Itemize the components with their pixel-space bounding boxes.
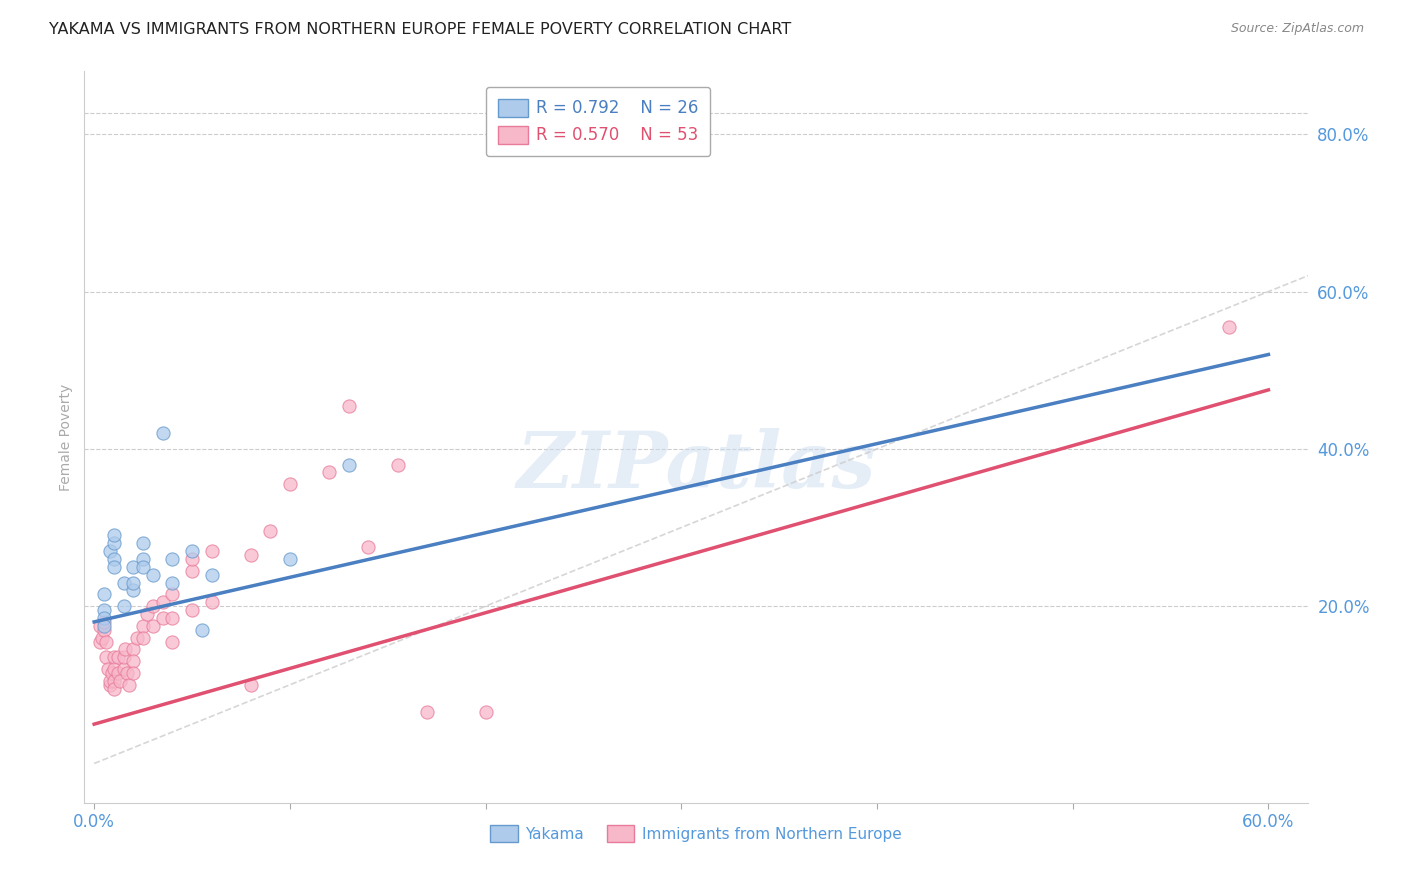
Point <box>114 642 136 657</box>
Point <box>278 477 301 491</box>
Point <box>107 650 129 665</box>
Point <box>122 559 145 574</box>
Point <box>132 559 155 574</box>
Point <box>132 631 155 645</box>
Point <box>181 544 204 558</box>
Point <box>142 567 165 582</box>
Point <box>97 662 120 676</box>
Point <box>1218 320 1240 334</box>
Point <box>357 540 380 554</box>
Text: YAKAMA VS IMMIGRANTS FROM NORTHERN EUROPE FEMALE POVERTY CORRELATION CHART: YAKAMA VS IMMIGRANTS FROM NORTHERN EUROP… <box>49 22 792 37</box>
Point <box>181 564 204 578</box>
Point <box>103 559 125 574</box>
Point <box>132 619 155 633</box>
Point <box>93 615 115 629</box>
Point <box>89 634 111 648</box>
Point <box>152 611 174 625</box>
Point <box>239 678 262 692</box>
Point <box>474 706 496 720</box>
Point <box>200 595 222 609</box>
Point <box>98 673 121 688</box>
Point <box>122 575 145 590</box>
Point <box>136 607 159 621</box>
Legend: Yakama, Immigrants from Northern Europe: Yakama, Immigrants from Northern Europe <box>484 819 908 847</box>
Point <box>103 673 125 688</box>
Point <box>132 552 155 566</box>
Point <box>132 536 155 550</box>
Point <box>152 595 174 609</box>
Point <box>200 544 222 558</box>
Text: Source: ZipAtlas.com: Source: ZipAtlas.com <box>1230 22 1364 36</box>
Point <box>94 650 117 665</box>
Point <box>103 650 125 665</box>
Point <box>93 623 115 637</box>
Point <box>162 575 184 590</box>
Text: ZIPatlas: ZIPatlas <box>516 428 876 505</box>
Point <box>103 552 125 566</box>
Point <box>387 458 409 472</box>
Point <box>142 599 165 614</box>
Point <box>278 552 301 566</box>
Point <box>259 524 281 539</box>
Point <box>239 548 262 562</box>
Point <box>100 666 122 681</box>
Point <box>162 552 184 566</box>
Point <box>108 673 131 688</box>
Point <box>162 587 184 601</box>
Point <box>112 662 135 676</box>
Point <box>122 654 145 668</box>
Point <box>98 544 121 558</box>
Point <box>89 619 111 633</box>
Y-axis label: Female Poverty: Female Poverty <box>59 384 73 491</box>
Point <box>318 466 340 480</box>
Point <box>122 583 145 598</box>
Point <box>337 399 360 413</box>
Point <box>112 599 135 614</box>
Point <box>112 575 135 590</box>
Point <box>162 611 184 625</box>
Point <box>112 650 135 665</box>
Point <box>181 552 204 566</box>
Point <box>127 631 149 645</box>
Point <box>162 634 184 648</box>
Point <box>93 611 115 625</box>
Point <box>93 619 115 633</box>
Point <box>416 706 439 720</box>
Point <box>93 603 115 617</box>
Point <box>91 631 114 645</box>
Point <box>103 536 125 550</box>
Point <box>142 619 165 633</box>
Point <box>181 603 204 617</box>
Point <box>118 678 141 692</box>
Point <box>98 678 121 692</box>
Point <box>122 642 145 657</box>
Point <box>107 666 129 681</box>
Point <box>152 426 174 441</box>
Point <box>122 666 145 681</box>
Point <box>103 662 125 676</box>
Point <box>93 587 115 601</box>
Point <box>337 458 360 472</box>
Point <box>94 634 117 648</box>
Point <box>200 567 222 582</box>
Point <box>103 681 125 696</box>
Point <box>117 666 139 681</box>
Point <box>191 623 214 637</box>
Point <box>103 528 125 542</box>
